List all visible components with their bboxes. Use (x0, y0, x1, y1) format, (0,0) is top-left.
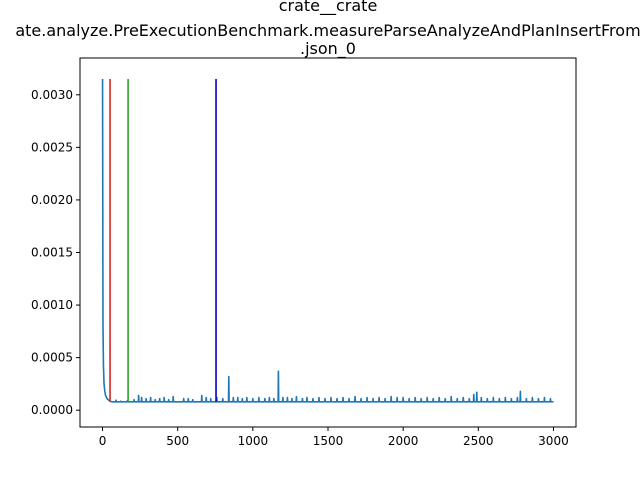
y-tick-label: 0.0025 (31, 140, 73, 154)
x-tick-label: 2500 (463, 434, 494, 448)
x-tick-label: 1500 (313, 434, 344, 448)
x-axis: 0 500 1000 1500 2000 2500 3000 (99, 427, 569, 448)
y-tick-label: 0.0030 (31, 88, 73, 102)
y-tick-label: 0.0000 (31, 403, 73, 417)
x-tick-label: 2000 (388, 434, 419, 448)
y-tick-label: 0.0020 (31, 193, 73, 207)
chart-title-line-2: ate.analyze.PreExecutionBenchmark.measur… (15, 21, 640, 40)
y-tick-label: 0.0010 (31, 298, 73, 312)
series-line-0 (101, 79, 554, 403)
y-tick-label: 0.0015 (31, 245, 73, 259)
x-tick-label: 3000 (538, 434, 569, 448)
chart-title: crate__crate ate.analyze.PreExecutionBen… (15, 0, 640, 59)
chart-title-line-1: crate__crate (279, 0, 378, 16)
x-tick-label: 1000 (238, 434, 269, 448)
y-tick-label: 0.0005 (31, 351, 73, 365)
x-tick-label: 0 (99, 434, 107, 448)
chart-title-line-3: .json_0 (300, 39, 356, 59)
y-axis: 0.0000 0.0005 0.0010 0.0015 0.0020 0.0025 0.00… (31, 88, 80, 417)
x-tick-label: 500 (166, 434, 189, 448)
